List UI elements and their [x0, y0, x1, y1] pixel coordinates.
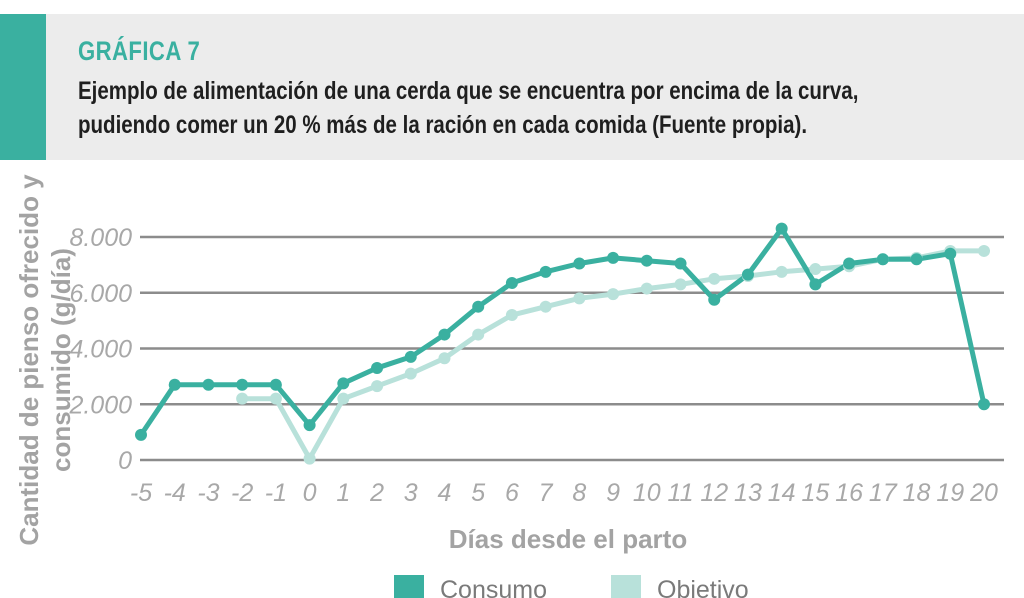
point-consumo [135, 428, 147, 441]
x-tick-label: 15 [801, 479, 829, 507]
figure-title-line-1: Ejemplo de alimentación de una cerda que… [78, 77, 859, 105]
point-objetivo [371, 380, 384, 393]
y-axis-tick-labels: 0 2.000 4.000 6.000 8.000 [68, 224, 132, 475]
point-consumo [472, 300, 485, 313]
header-accent-bar [0, 14, 46, 160]
point-objetivo [978, 244, 990, 257]
point-objetivo [539, 300, 552, 313]
point-consumo [438, 328, 451, 341]
x-tick-label: 2 [369, 479, 384, 507]
x-tick-label: 4 [438, 479, 452, 507]
point-objetivo [708, 272, 721, 285]
point-objetivo [472, 328, 485, 341]
point-consumo [505, 276, 518, 289]
x-tick-label: 19 [936, 479, 964, 507]
legend-label-objetivo: Objetivo [657, 576, 749, 598]
point-objetivo [607, 288, 620, 301]
point-consumo [573, 257, 586, 270]
x-axis-title: Días desde el parto [449, 524, 687, 554]
point-consumo [168, 378, 181, 391]
point-consumo [876, 253, 889, 266]
point-consumo [607, 251, 620, 264]
legend-swatch-consumo [394, 575, 424, 598]
x-tick-label: 12 [700, 479, 728, 507]
x-tick-label: 6 [505, 479, 519, 507]
x-tick-label: -1 [265, 479, 287, 507]
x-tick-label: 16 [835, 479, 863, 507]
x-tick-label: -5 [130, 479, 152, 507]
x-tick-label: 11 [668, 479, 694, 507]
x-tick-label: -3 [197, 479, 219, 507]
series-lines [138, 226, 987, 462]
x-tick-label: 1 [336, 479, 350, 507]
point-objetivo [640, 282, 653, 295]
y-axis-title-line-2: consumido (g/día) [46, 248, 76, 472]
x-tick-label: -2 [231, 479, 253, 507]
y-tick-label: 4.000 [69, 336, 132, 364]
legend-label-consumo: Consumo [440, 576, 547, 598]
point-objetivo [404, 367, 417, 380]
point-consumo [404, 350, 417, 363]
point-objetivo [438, 352, 451, 365]
x-tick-label: 3 [404, 479, 418, 507]
x-tick-label: 14 [768, 479, 796, 507]
y-tick-label: 2.000 [68, 391, 132, 419]
point-consumo [775, 222, 788, 235]
grid-lines [140, 235, 1004, 462]
x-tick-label: 20 [969, 479, 998, 507]
point-consumo [944, 247, 957, 260]
x-tick-label: -4 [164, 479, 186, 507]
point-objetivo [236, 392, 249, 405]
x-tick-label: 13 [734, 479, 762, 507]
x-tick-label: 9 [606, 479, 620, 507]
legend: Consumo Objetivo [394, 575, 749, 598]
point-consumo [371, 362, 384, 375]
y-tick-label: 6.000 [69, 280, 132, 308]
y-axis-title-line-1: Cantidad de pienso ofrecido y [14, 174, 44, 546]
point-consumo [741, 268, 754, 281]
point-objetivo [337, 392, 350, 405]
point-consumo [910, 253, 923, 266]
point-objetivo [674, 278, 687, 291]
header-band: GRÁFICA 7 Ejemplo de alimentación de una… [0, 14, 1024, 160]
legend-swatch-objetivo [611, 575, 641, 598]
point-consumo [539, 265, 552, 278]
figure-label: GRÁFICA 7 [78, 36, 201, 66]
series-line-objetivo [239, 248, 987, 462]
point-consumo [236, 378, 249, 391]
x-tick-label: 17 [869, 479, 898, 507]
x-tick-label: 0 [303, 479, 317, 507]
point-consumo [674, 257, 687, 270]
point-objetivo [269, 392, 282, 405]
y-tick-label: 8.000 [69, 224, 132, 252]
point-objetivo [775, 265, 788, 278]
point-consumo [269, 378, 282, 391]
figure-title-line-2: pudiendo comer un 20 % más de la ración … [78, 111, 808, 139]
point-consumo [708, 293, 721, 306]
point-consumo [337, 377, 350, 390]
point-consumo [640, 254, 653, 267]
x-tick-label: 5 [471, 479, 485, 507]
y-tick-label: 0 [118, 447, 132, 475]
series-points [135, 222, 990, 465]
point-objetivo [505, 309, 518, 322]
point-consumo [809, 278, 822, 291]
x-axis-tick-labels: -5 -4 -3 -2 -1 0 1 2 3 4 5 6 7 8 9 10 11 12 13 14 15 16 17 18 19… [130, 479, 998, 507]
point-objetivo [573, 292, 586, 305]
x-tick-label: 10 [633, 479, 661, 507]
x-tick-label: 8 [572, 479, 586, 507]
x-tick-label: 18 [903, 479, 931, 507]
point-objetivo [809, 263, 822, 276]
point-consumo [303, 419, 316, 432]
figure-title: Ejemplo de alimentación de una cerda que… [78, 74, 865, 142]
x-tick-label: 7 [539, 479, 554, 507]
point-consumo [843, 257, 856, 270]
point-objetivo [303, 452, 316, 465]
point-consumo [202, 378, 215, 391]
point-consumo [978, 398, 990, 411]
